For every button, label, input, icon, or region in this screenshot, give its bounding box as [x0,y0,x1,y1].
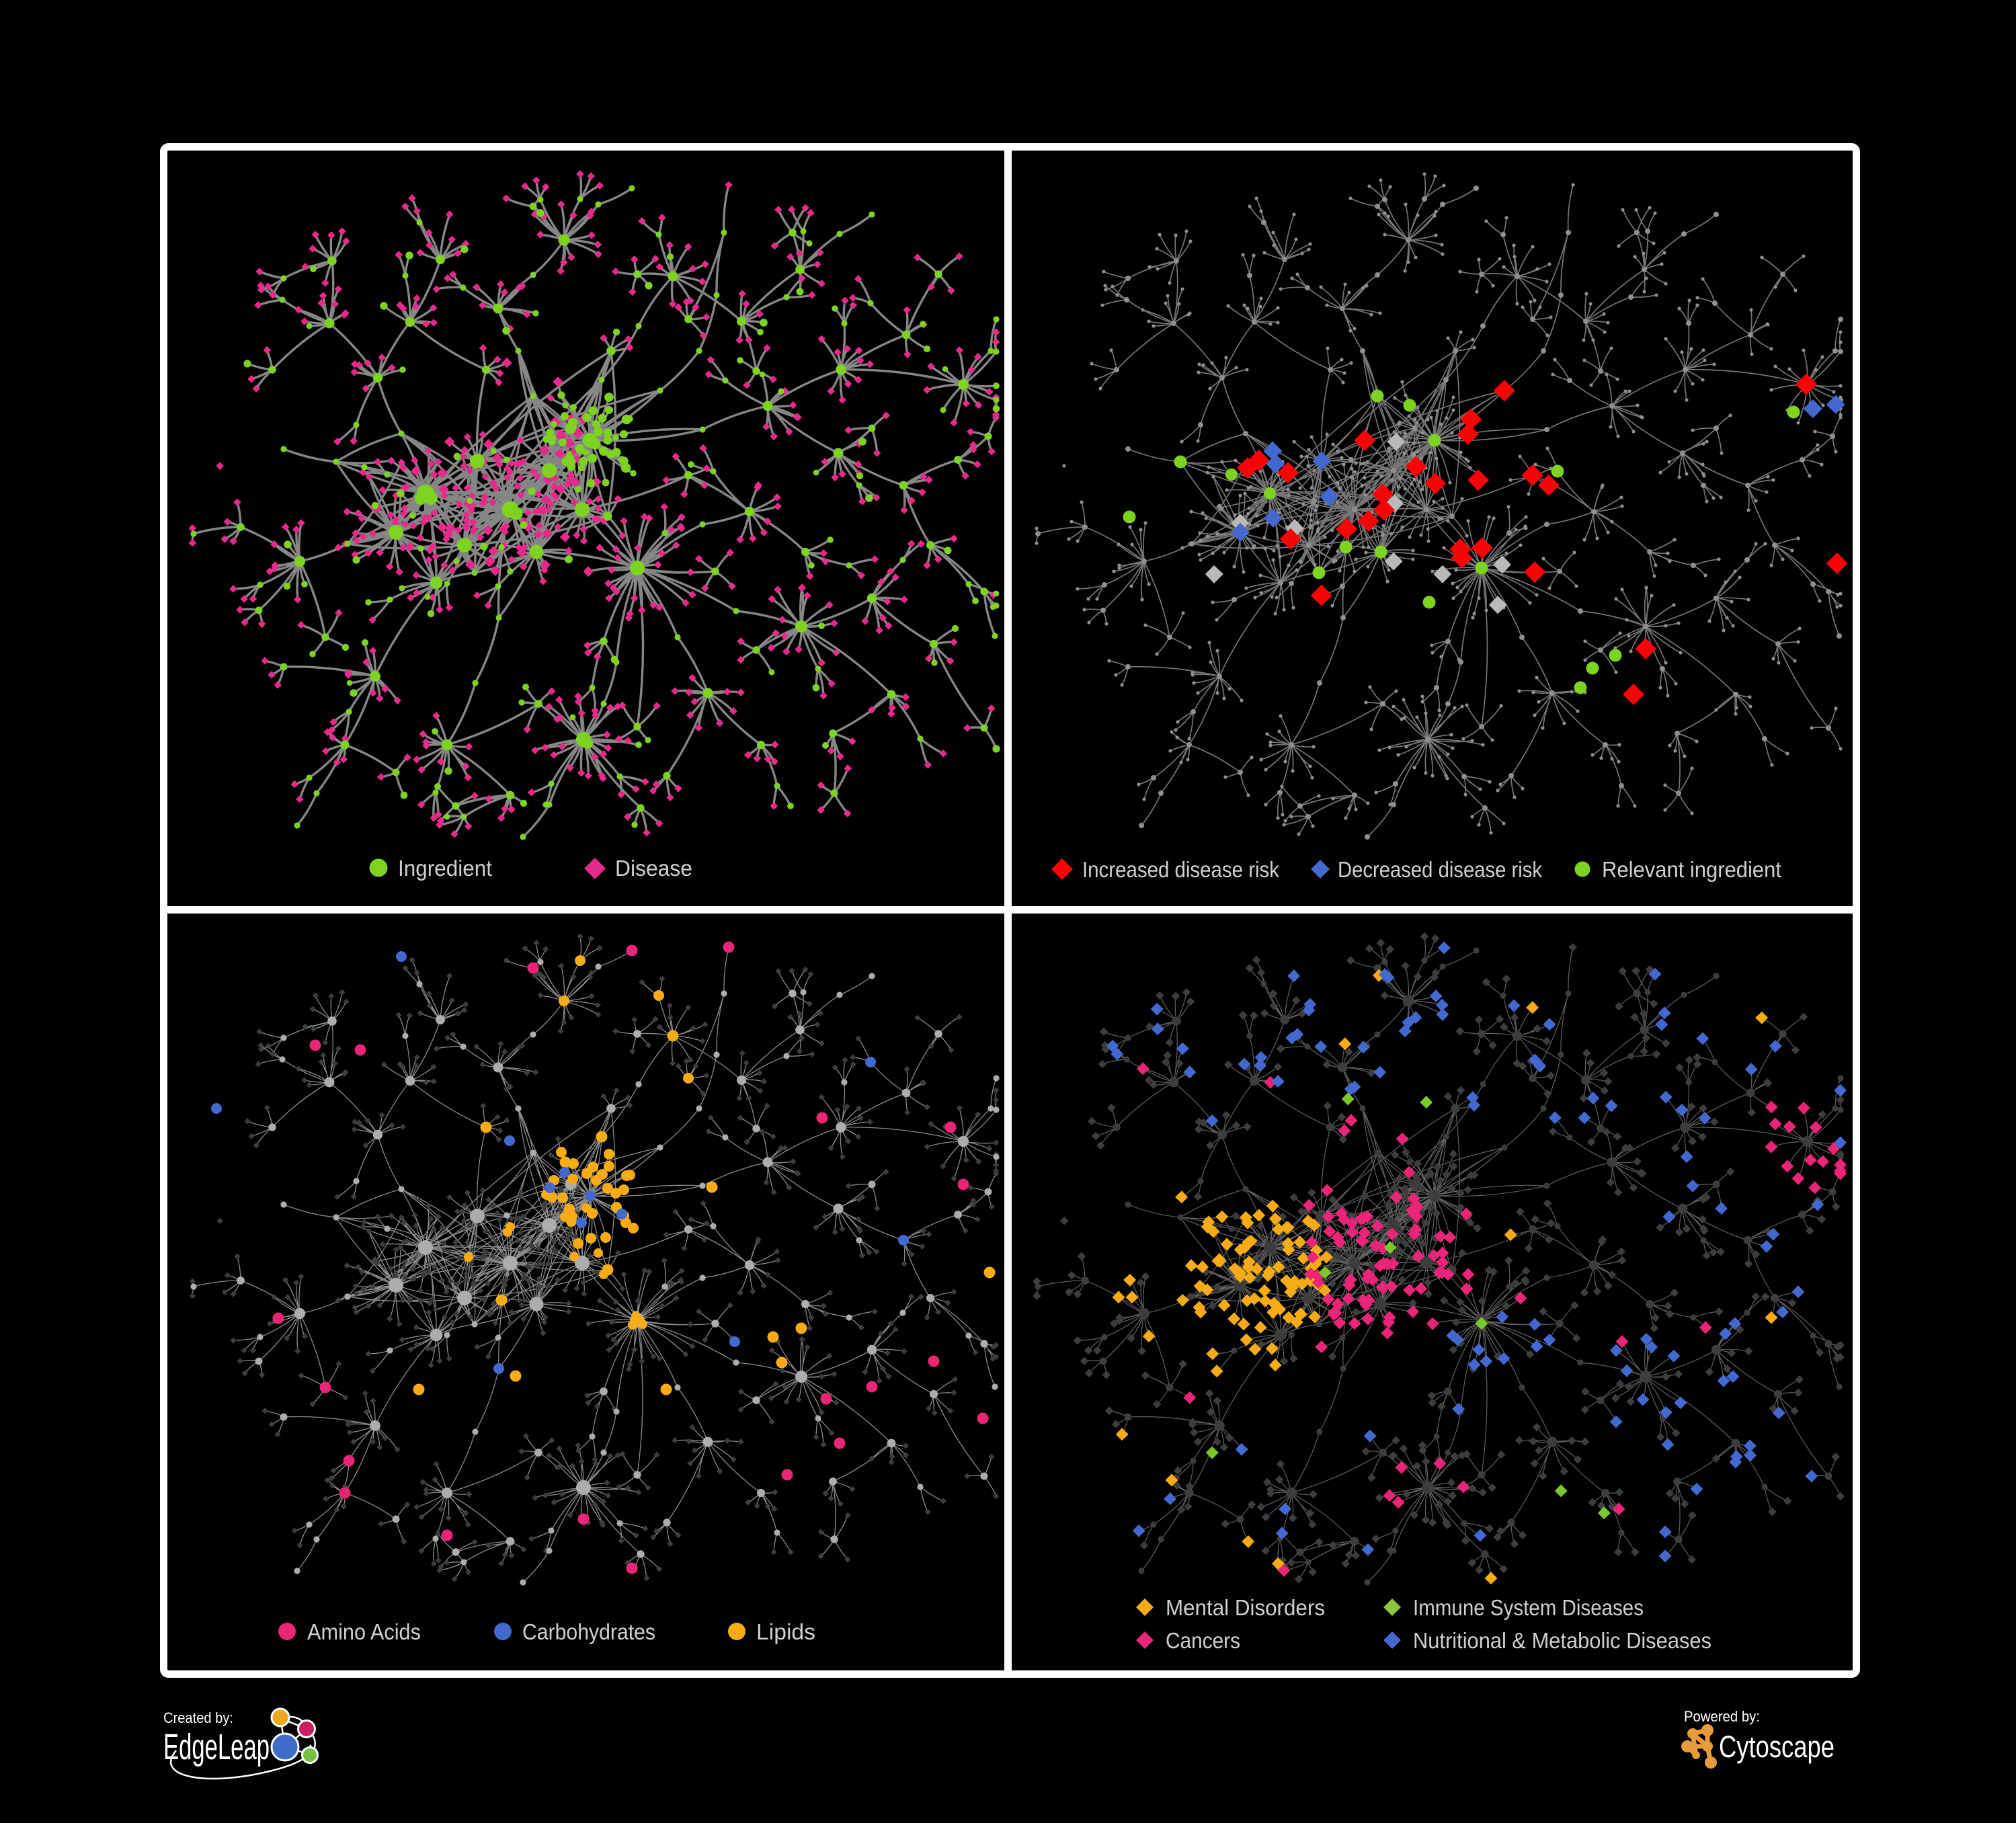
svg-text:Lipids: Lipids [756,1619,815,1644]
svg-text:Decreased disease risk: Decreased disease risk [1338,857,1542,882]
svg-text:Created by:: Created by: [163,1709,233,1726]
svg-text:Immune System Diseases: Immune System Diseases [1413,1595,1644,1620]
svg-text:Disease: Disease [615,856,692,881]
svg-text:Mental Disorders: Mental Disorders [1166,1595,1325,1620]
svg-text:Powered by:: Powered by: [1684,1708,1760,1725]
svg-text:Ingredient: Ingredient [398,856,492,881]
svg-text:Cancers: Cancers [1166,1628,1240,1653]
svg-text:Cytoscape: Cytoscape [1719,1730,1834,1764]
svg-text:Increased disease risk: Increased disease risk [1082,857,1279,882]
svg-text:EdgeLeap: EdgeLeap [163,1727,270,1767]
svg-text:Nutritional & Metabolic Diseas: Nutritional & Metabolic Diseases [1413,1628,1711,1653]
svg-text:Carbohydrates: Carbohydrates [522,1619,655,1644]
svg-text:Relevant ingredient: Relevant ingredient [1602,857,1781,882]
svg-text:Amino Acids: Amino Acids [307,1619,421,1644]
